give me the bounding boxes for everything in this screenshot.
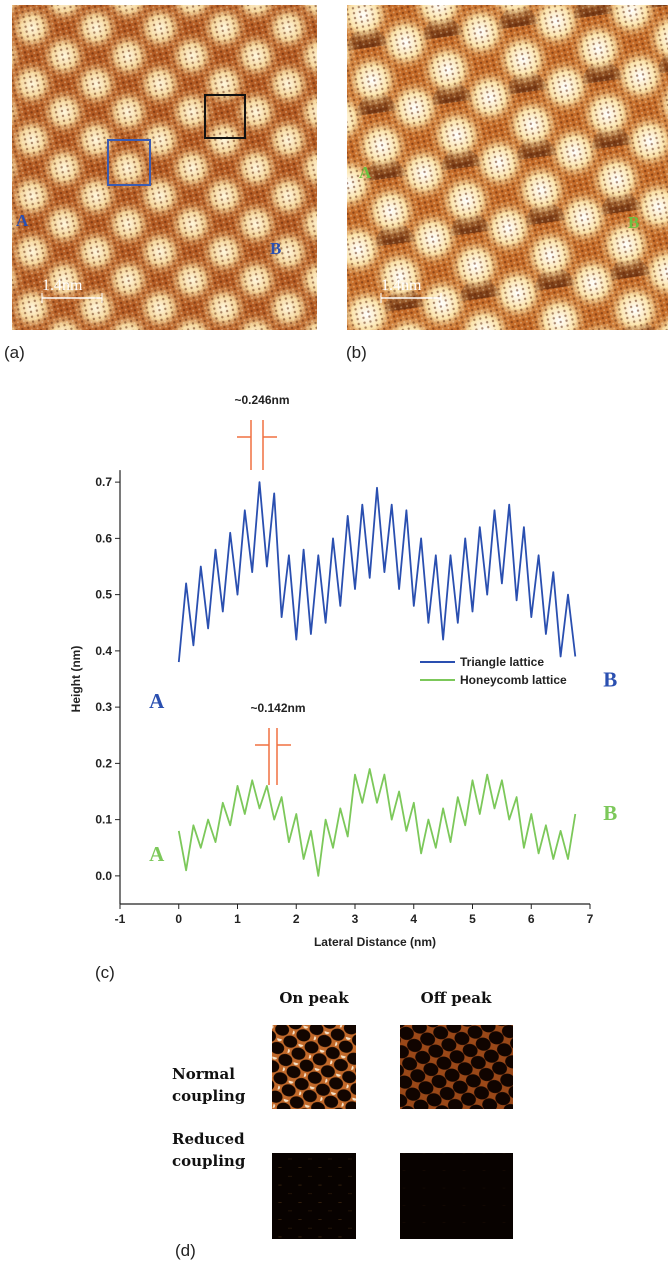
stm-image-b: [347, 5, 668, 330]
y-tick-label: 0.6: [95, 531, 112, 545]
series-end-label: B: [603, 668, 617, 692]
legend-label: Honeycomb lattice: [460, 673, 567, 687]
stm-image-a: [12, 5, 317, 330]
panel-label: (a): [4, 343, 25, 362]
panel-label: (d): [175, 1241, 196, 1260]
y-tick-label: 0.7: [95, 475, 112, 489]
scale-bar-label: 1.4nm: [42, 277, 83, 294]
legend-label: Triangle lattice: [460, 655, 544, 669]
column-header: Off peak: [421, 989, 492, 1007]
simulation-image: [272, 1025, 356, 1109]
y-tick-label: 0.2: [95, 756, 112, 770]
spacing-label: ~0.142nm: [250, 701, 305, 715]
x-tick-label: 6: [528, 912, 535, 926]
simulation-image: [272, 1153, 356, 1239]
y-tick-label: 0.0: [95, 869, 112, 883]
simulation-image: [400, 1025, 513, 1109]
y-tick-label: 0.3: [95, 700, 112, 714]
data-line: [177, 768, 577, 877]
x-tick-label: 7: [587, 912, 594, 926]
simulation-image: [400, 1153, 513, 1239]
panel-label: (b): [346, 343, 367, 362]
x-tick-label: -1: [115, 912, 126, 926]
chart: 0.0 0.1 0.2 0.3 0.4 0.5 0.6 0.7 -1 0 1 2 3 4 5 6 7 Latera…: [69, 393, 617, 949]
x-tick-label: 2: [293, 912, 300, 926]
x-tick-label: 0: [175, 912, 182, 926]
y-axis-label: Height (nm): [69, 646, 83, 713]
series-start-label: A: [149, 842, 165, 866]
x-axis-label: Lateral Distance (nm): [314, 935, 436, 949]
x-tick-label: 4: [410, 912, 417, 926]
data-line: [177, 481, 577, 663]
scale-bar-label: 1.4nm: [381, 277, 422, 294]
spacing-label: ~0.246nm: [234, 393, 289, 407]
panel-label: (c): [95, 963, 115, 982]
y-tick-label: 0.1: [95, 813, 112, 827]
series-end-label: B: [603, 801, 617, 825]
y-tick-label: 0.5: [95, 588, 112, 602]
point-label: A: [359, 163, 372, 182]
point-label: A: [16, 211, 29, 230]
point-label: B: [628, 213, 639, 232]
y-tick-label: 0.4: [95, 644, 112, 658]
x-tick-label: 3: [352, 912, 359, 926]
row-label: Normal coupling: [172, 1065, 246, 1105]
column-header: On peak: [279, 989, 349, 1007]
x-tick-label: 1: [234, 912, 241, 926]
point-label: B: [270, 239, 281, 258]
series-start-label: A: [149, 689, 165, 713]
row-label: Reduced coupling: [172, 1130, 246, 1170]
x-tick-label: 5: [469, 912, 476, 926]
